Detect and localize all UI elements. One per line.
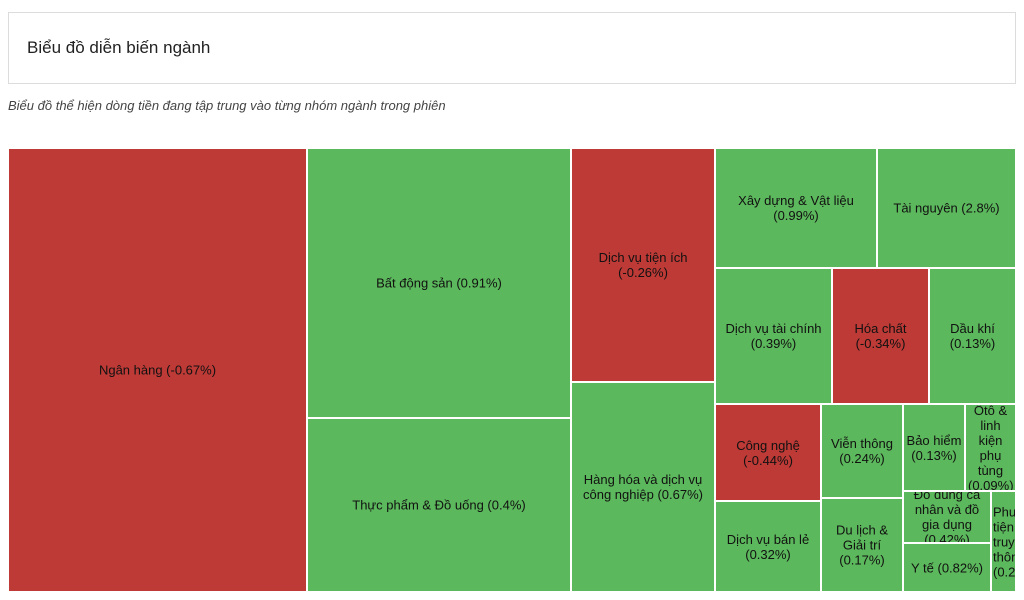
treemap-tile[interactable]: Hàng hóa và dịch vụ công nghiệp (0.67%) [571,382,715,592]
header-card: Biểu đồ diễn biến ngành [8,12,1016,84]
page-title: Biểu đồ diễn biến ngành [27,38,211,57]
treemap-tile-label: Ôtô & linh kiện phụ tùng (0.09%) [968,404,1014,491]
treemap-tile[interactable]: Y tế (0.82%) [903,543,991,592]
treemap-tile[interactable]: Tài nguyên (2.8%) [877,148,1016,268]
chart-subtitle: Biểu đồ thể hiện dòng tiền đang tập trun… [8,98,446,113]
treemap-tile-label: Du lịch & Giải trí (0.17%) [835,522,889,568]
treemap-chart: Ngân hàng (-0.67%) Bất động sản (0.91%) Th… [8,148,1016,592]
treemap-tile[interactable]: Công nghệ (-0.44%) [715,404,821,501]
treemap-tile-label: Phư tiện truy thôn (0.2 [993,504,1016,579]
treemap-tile-label: Đồ dùng cá nhân và đồ gia dụng (0.42%) [913,491,981,543]
treemap-tile[interactable]: Viễn thông (0.24%) [821,404,903,498]
treemap-tile[interactable]: Thực phẩm & Đồ uống (0.4%) [307,418,571,592]
treemap-tile[interactable]: Dịch vụ bán lẻ (0.32%) [715,501,821,592]
treemap-tile[interactable]: Xây dựng & Vật liệu (0.99%) [715,148,877,268]
treemap-tile[interactable]: Bảo hiểm (0.13%) [903,404,965,491]
treemap-tile[interactable]: Du lịch & Giải trí (0.17%) [821,498,903,592]
treemap-tile-label: Dịch vụ bán lẻ (0.32%) [726,531,810,562]
treemap-tile-label: Dầu khí (0.13%) [949,321,996,351]
treemap-tile-label: Thực phẩm & Đồ uống (0.4%) [352,497,526,513]
treemap-tile[interactable]: Dịch vụ tài chính (0.39%) [715,268,832,404]
treemap-tile[interactable]: Dịch vụ tiện ích (-0.26%) [571,148,715,382]
treemap-tile[interactable]: Bất động sản (0.91%) [307,148,571,418]
treemap-tile-label: Dịch vụ tiện ích (-0.26%) [598,250,688,280]
treemap-tile[interactable]: Phư tiện truy thôn (0.2 [991,491,1016,592]
treemap-tile-label: Tài nguyên (2.8%) [893,200,1000,216]
treemap-tile-label: Bất động sản (0.91%) [376,275,502,291]
treemap-tile[interactable]: Ngân hàng (-0.67%) [8,148,307,592]
treemap-tile-label: Ngân hàng (-0.67%) [98,362,217,378]
treemap-tile-label: Xây dựng & Vật liệu (0.99%) [738,193,854,223]
treemap-tile-label: Y tế (0.82%) [910,560,984,575]
treemap-tile-label: Bảo hiểm (0.13%) [906,432,962,463]
treemap-tile-label: Viễn thông (0.24%) [831,436,893,466]
treemap-tile-label: Dịch vụ tài chính (0.39%) [725,321,822,351]
treemap-tile[interactable]: Ôtô & linh kiện phụ tùng (0.09%) [965,404,1016,491]
treemap-tile[interactable]: Dầu khí (0.13%) [929,268,1016,404]
treemap-tile-label: Hóa chất (-0.34%) [854,321,907,351]
treemap-tile-label: Hàng hóa và dịch vụ công nghiệp (0.67%) [583,472,703,502]
treemap-tile-label: Công nghệ (-0.44%) [736,437,800,468]
treemap-tile[interactable]: Đồ dùng cá nhân và đồ gia dụng (0.42%) [903,491,991,543]
treemap-tile[interactable]: Hóa chất (-0.34%) [832,268,929,404]
